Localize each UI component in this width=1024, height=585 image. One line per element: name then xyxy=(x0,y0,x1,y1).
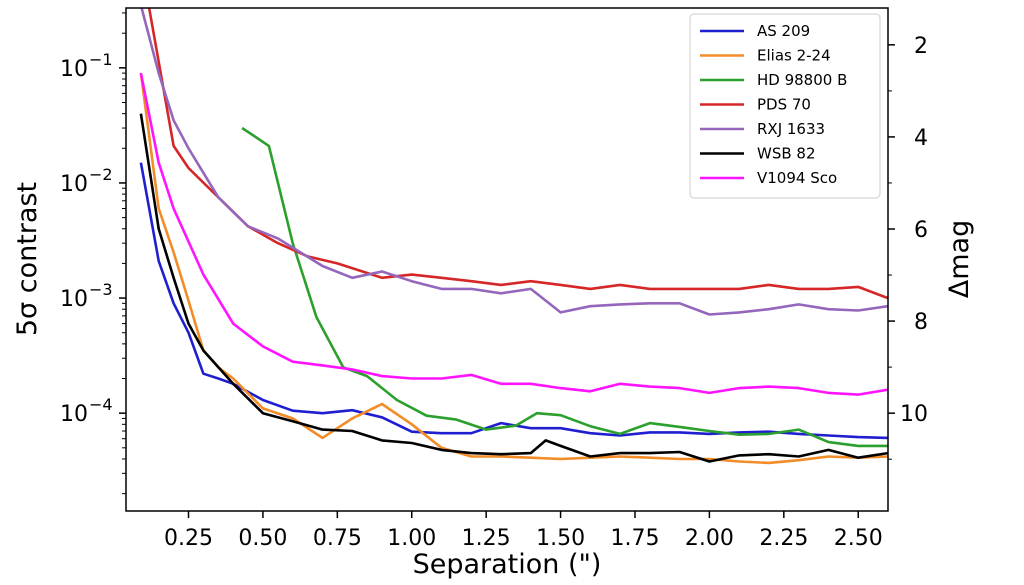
right-y-axis-title: Δmag xyxy=(944,220,975,298)
x-tick-label: 2.00 xyxy=(685,526,734,551)
legend-label: HD 98800 B xyxy=(757,71,847,89)
series-line-5 xyxy=(140,8,888,316)
right-y-tick-label: 6 xyxy=(914,218,928,243)
y-tick-exponent: −2 xyxy=(89,165,113,184)
x-tick-label: 0.25 xyxy=(164,526,213,551)
y-axis-ticks: 10−410−310−210−1 xyxy=(60,12,126,495)
legend-label: RXJ 1633 xyxy=(757,120,825,138)
y-tick-exponent: −1 xyxy=(89,50,113,69)
y-tick-label: 10 xyxy=(60,57,88,82)
x-tick-label: 2.25 xyxy=(759,526,808,551)
plot-frame xyxy=(125,7,889,512)
x-tick-label: 1.50 xyxy=(536,526,585,551)
right-y-axis-ticks: 2 4 6 8 10 xyxy=(888,34,928,460)
legend-label: Elias 2-24 xyxy=(757,47,831,65)
x-tick-label: 1.75 xyxy=(611,526,660,551)
legend-label: PDS 70 xyxy=(757,96,811,114)
x-tick-label: 0.75 xyxy=(313,526,362,551)
x-axis-ticks: 0.25 0.50 0.75 1.00 1.25 1.50 1.75 2.00 2.25 2.50 xyxy=(164,511,883,551)
right-y-tick-label: 10 xyxy=(900,402,928,427)
legend: AS 209 Elias 2-24 HD 98800 B PDS 70 RXJ 1633… xyxy=(689,13,881,199)
series-line-3 xyxy=(241,126,888,448)
right-y-tick-label: 2 xyxy=(914,34,928,59)
y-tick-label: 10 xyxy=(60,172,88,197)
series-line-7 xyxy=(139,72,888,396)
x-axis-title: Separation (") xyxy=(413,549,602,580)
x-tick-label: 1.00 xyxy=(387,526,436,551)
series-line-6 xyxy=(139,113,888,463)
series-line-1 xyxy=(139,162,888,440)
legend-frame xyxy=(689,13,881,199)
right-y-tick-label: 4 xyxy=(914,126,928,151)
y-tick-label: 10 xyxy=(60,287,88,312)
y-axis-title: 5σ contrast xyxy=(12,182,43,336)
y-tick-exponent: −3 xyxy=(89,280,113,299)
y-tick-exponent: −4 xyxy=(89,395,113,414)
x-tick-label: 1.25 xyxy=(462,526,511,551)
right-y-tick-label: 8 xyxy=(914,310,928,335)
legend-label: V1094 Sco xyxy=(757,169,837,187)
series-layer xyxy=(139,8,888,465)
legend-label: AS 209 xyxy=(757,22,810,40)
x-tick-label: 0.50 xyxy=(238,526,287,551)
legend-label: WSB 82 xyxy=(757,145,816,163)
x-tick-label: 2.50 xyxy=(834,526,883,551)
y-tick-label: 10 xyxy=(60,402,88,427)
